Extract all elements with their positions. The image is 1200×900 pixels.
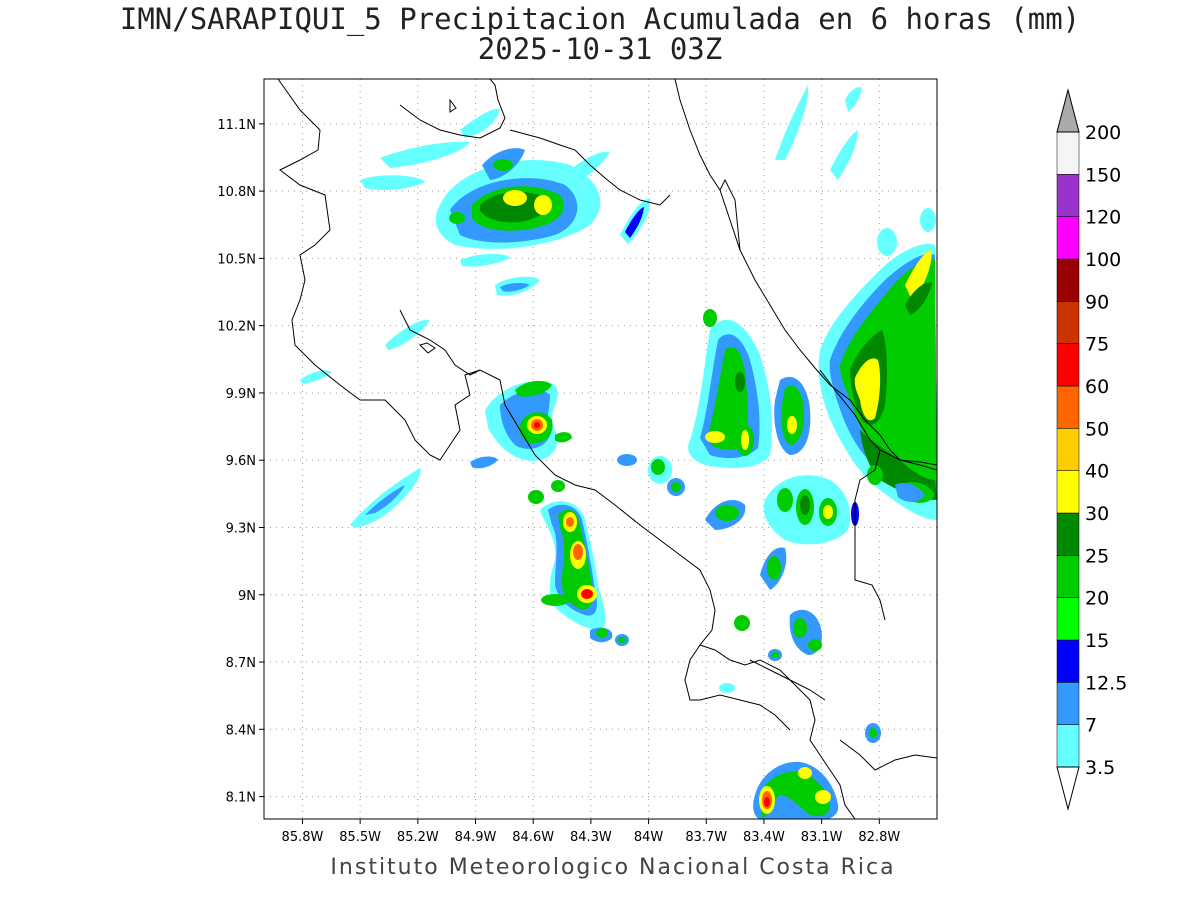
lon-tick-label: 84.6W — [512, 830, 554, 845]
lon-tick-label: 83.4W — [743, 830, 785, 845]
lat-tick-label: 10.5N — [217, 252, 256, 267]
lat-tick-label: 9.9N — [226, 387, 256, 402]
credit-text: Instituto Meteorologico Nacional Costa R… — [330, 855, 896, 880]
colorbar-swatch — [1056, 428, 1080, 471]
lat-tick-label: 9N — [238, 589, 256, 604]
colorbar-label: 12.5 — [1085, 672, 1127, 694]
lat-tick-label: 9.3N — [226, 521, 256, 536]
colorbar-swatch — [1056, 343, 1080, 387]
colorbar-label: 100 — [1085, 249, 1121, 271]
coastline-borders — [277, 79, 937, 819]
colorbar-swatch — [1056, 639, 1080, 683]
colorbar-swatch — [1056, 724, 1080, 768]
colorbar-swatch — [1056, 555, 1080, 598]
lon-tick-label: 83.1W — [801, 830, 843, 845]
colorbar-swatch — [1056, 301, 1080, 344]
colorbar-swatch — [1056, 131, 1080, 175]
colorbar-swatch — [1056, 682, 1080, 725]
lat-tick-label: 9.6N — [226, 454, 256, 469]
precip-cells — [300, 85, 937, 819]
map-title: IMN/SARAPIQUI_5 Precipitacion Acumulada … — [119, 2, 1081, 36]
colorbar-swatch — [1056, 258, 1080, 302]
colorbar-label: 30 — [1085, 503, 1109, 525]
lat-tick-label: 11.1N — [217, 118, 256, 133]
lon-tick-label: 84.3W — [570, 830, 612, 845]
colorbar-label: 3.5 — [1085, 757, 1115, 779]
lon-tick-label: 84.9W — [455, 830, 497, 845]
lon-tick-label: 82.8W — [858, 830, 900, 845]
colorbar-label: 25 — [1085, 545, 1109, 567]
lon-tick-label: 84W — [634, 830, 664, 845]
colorbar-lower-extension — [1056, 766, 1080, 811]
colorbar-label: 200 — [1085, 122, 1121, 144]
colorbar-swatch — [1056, 385, 1080, 429]
colorbar-label: 20 — [1085, 588, 1109, 610]
colorbar: 3.5 7 12.5 15 20 25 30 40 50 60 75 90 100 120 150 200 — [1056, 88, 1127, 811]
colorbar-swatch — [1056, 174, 1080, 217]
colorbar-swatch — [1056, 597, 1080, 641]
colorbar-label: 75 — [1085, 334, 1109, 356]
longitude-ticks: 85.8W 85.5W 85.2W 84.9W 84.6W 84.3W 84W 83.7W 83… — [282, 819, 900, 845]
colorbar-label: 15 — [1085, 630, 1109, 652]
colorbar-label: 120 — [1085, 207, 1121, 229]
colorbar-label: 7 — [1085, 715, 1097, 737]
colorbar-swatch — [1056, 512, 1080, 556]
map-valid-time: 2025-10-31 03Z — [477, 32, 723, 66]
lon-tick-label: 85.8W — [282, 830, 324, 845]
lat-tick-label: 8.1N — [226, 791, 256, 806]
lon-tick-label: 83.7W — [685, 830, 727, 845]
lon-tick-label: 85.5W — [339, 830, 381, 845]
lon-tick-label: 85.2W — [397, 830, 439, 845]
colorbar-label: 60 — [1085, 376, 1109, 398]
lat-tick-label: 10.2N — [217, 320, 256, 335]
colorbar-label: 40 — [1085, 461, 1109, 483]
colorbar-label: 90 — [1085, 291, 1109, 313]
colorbar-label: 50 — [1085, 418, 1109, 440]
lat-tick-label: 8.7N — [226, 656, 256, 671]
map-frame — [263, 78, 938, 820]
lat-tick-label: 10.8N — [217, 185, 256, 200]
colorbar-upper-extension — [1056, 88, 1080, 133]
colorbar-swatch — [1056, 216, 1080, 260]
map-grid — [264, 79, 937, 819]
colorbar-label: 150 — [1085, 164, 1121, 186]
colorbar-swatch — [1056, 470, 1080, 514]
lat-tick-label: 8.4N — [226, 723, 256, 738]
latitude-ticks: 11.1N 10.8N 10.5N 10.2N 9.9N 9.6N 9.3N 9N 8.7N 8.… — [217, 118, 264, 806]
